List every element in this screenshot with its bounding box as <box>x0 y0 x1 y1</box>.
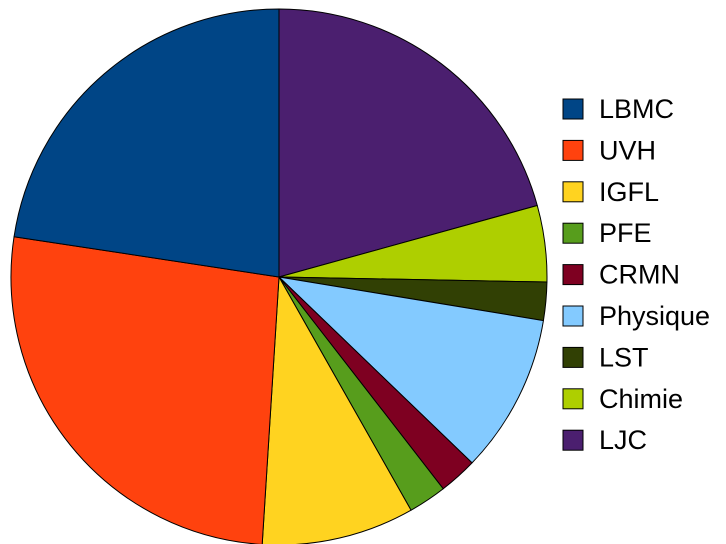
legend-swatch-lst <box>562 346 584 368</box>
legend: LBMC UVH IGFL PFE CRMN Physique LST Chimie LJC <box>562 94 710 455</box>
legend-swatch-uvh <box>562 139 584 161</box>
legend-label-lst: LST <box>599 342 649 372</box>
legend-label-ljc: LJC <box>599 425 647 455</box>
legend-label-pfe: PFE <box>599 218 652 248</box>
legend-label-chimie: Chimie <box>599 384 683 414</box>
legend-label-igfl: IGFL <box>599 177 659 207</box>
legend-label-lbmc: LBMC <box>599 94 674 124</box>
pie-slice-igfl <box>261 276 412 544</box>
pie-slices <box>10 8 548 544</box>
legend-swatch-igfl <box>562 181 584 203</box>
legend-swatch-lbmc <box>562 98 584 120</box>
legend-swatch-physique <box>562 305 584 327</box>
legend-swatch-ljc <box>562 429 584 451</box>
legend-label-crmn: CRMN <box>599 260 680 290</box>
pie-slice-uvh <box>10 236 280 544</box>
legend-label-physique: Physique <box>599 301 710 331</box>
legend-swatch-crmn <box>562 264 584 286</box>
pie-slice-ljc <box>278 8 538 278</box>
pie-slice-lbmc <box>13 8 280 278</box>
pie-slice-physique <box>278 276 544 464</box>
legend-swatch-chimie <box>562 388 584 410</box>
legend-swatch-pfe <box>562 222 584 244</box>
legend-label-uvh: UVH <box>599 135 656 165</box>
